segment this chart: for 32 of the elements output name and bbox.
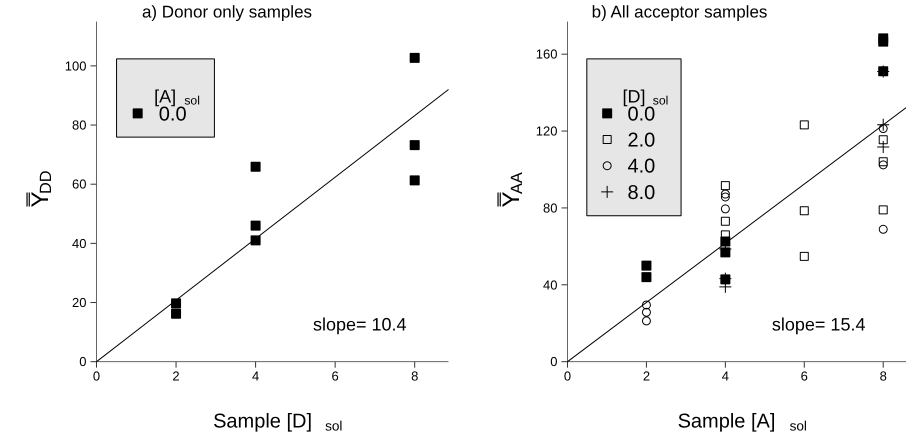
annotation: slope= 10.4 bbox=[312, 314, 407, 334]
x-tick-label: 0 bbox=[564, 368, 572, 384]
y-axis-title: Y̿AA bbox=[497, 172, 526, 208]
x-axis-title: Sample [D]sol bbox=[213, 410, 342, 434]
legend-label: 8.0 bbox=[628, 182, 656, 204]
x-axis-title: Sample [A]sol bbox=[678, 410, 807, 434]
x-tick-label: 6 bbox=[332, 368, 339, 384]
annotation: slope= 15.4 bbox=[772, 314, 866, 334]
x-tick-label: 2 bbox=[642, 368, 650, 384]
y-tick-label: 100 bbox=[64, 58, 87, 74]
legend-label: 2.0 bbox=[628, 130, 656, 152]
y-tick-label: 80 bbox=[543, 200, 558, 216]
y-tick-label: 20 bbox=[72, 295, 87, 310]
y-tick-label: 60 bbox=[72, 176, 87, 192]
x-tick-label: 4 bbox=[252, 368, 260, 384]
y-tick-label: 80 bbox=[72, 118, 87, 133]
x-tick-label: 8 bbox=[880, 368, 887, 384]
y-tick-label: 40 bbox=[543, 277, 558, 292]
x-tick-label: 0 bbox=[92, 368, 100, 384]
y-tick-label: 0 bbox=[550, 354, 558, 370]
y-tick-label: 40 bbox=[72, 236, 87, 251]
x-tick-label: 8 bbox=[411, 368, 418, 384]
legend-label: 4.0 bbox=[628, 156, 656, 178]
x-tick-label: 4 bbox=[722, 368, 729, 384]
y-tick-label: 0 bbox=[79, 354, 87, 370]
chart-title: b) All acceptor samples bbox=[592, 2, 768, 22]
y-axis-title: Y̿DD bbox=[26, 170, 55, 208]
x-tick-label: 6 bbox=[800, 368, 808, 384]
chart-title: a) Donor only samples bbox=[142, 2, 312, 22]
y-tick-label: 160 bbox=[536, 46, 558, 62]
x-tick-label: 2 bbox=[172, 368, 180, 384]
y-tick-label: 120 bbox=[536, 124, 558, 139]
